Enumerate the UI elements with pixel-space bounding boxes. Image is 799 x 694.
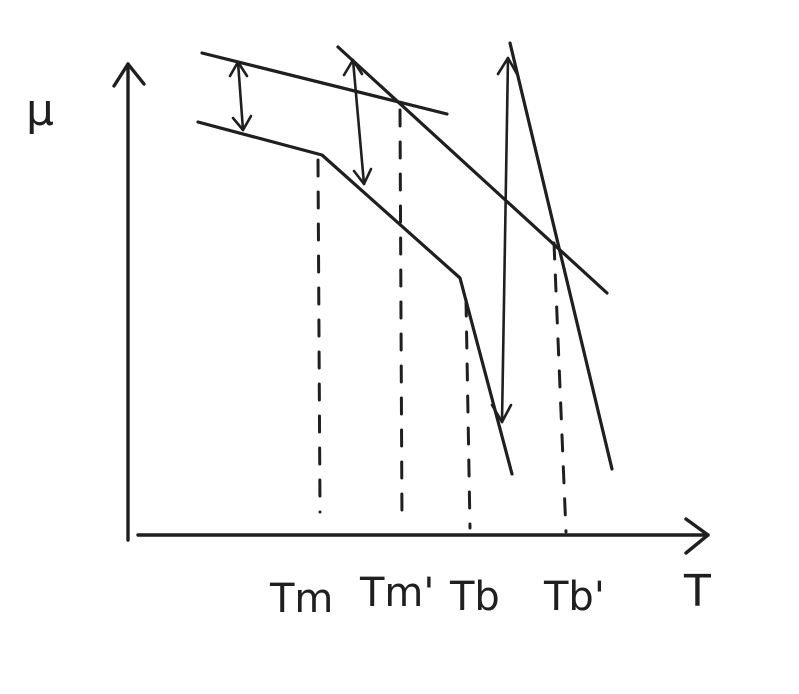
drop-line-tb-prime — [552, 241, 568, 534]
tick-label-tm-prime: Tm' — [359, 570, 434, 616]
drop-line-tm-prime — [398, 108, 404, 527]
steep-line — [508, 41, 614, 471]
tick-label-tm: Tm — [269, 576, 333, 622]
drop-line-tb — [464, 298, 472, 530]
tick-label-tb: Tb — [449, 574, 500, 620]
shift-arrow-2 — [342, 58, 373, 186]
drop-line-tm — [316, 158, 322, 514]
liquid-line — [200, 51, 449, 116]
shift-arrow-1 — [228, 60, 253, 132]
shift-arrow-3 — [490, 56, 519, 424]
gas-line — [336, 45, 609, 295]
x-axis — [136, 517, 710, 555]
x-axis-label: T — [683, 566, 711, 617]
y-axis — [112, 62, 146, 542]
tick-label-tb-prime: Tb' — [543, 574, 605, 620]
solid-chemical-potential-curve — [196, 120, 514, 476]
y-axis-label: μ — [26, 85, 54, 136]
